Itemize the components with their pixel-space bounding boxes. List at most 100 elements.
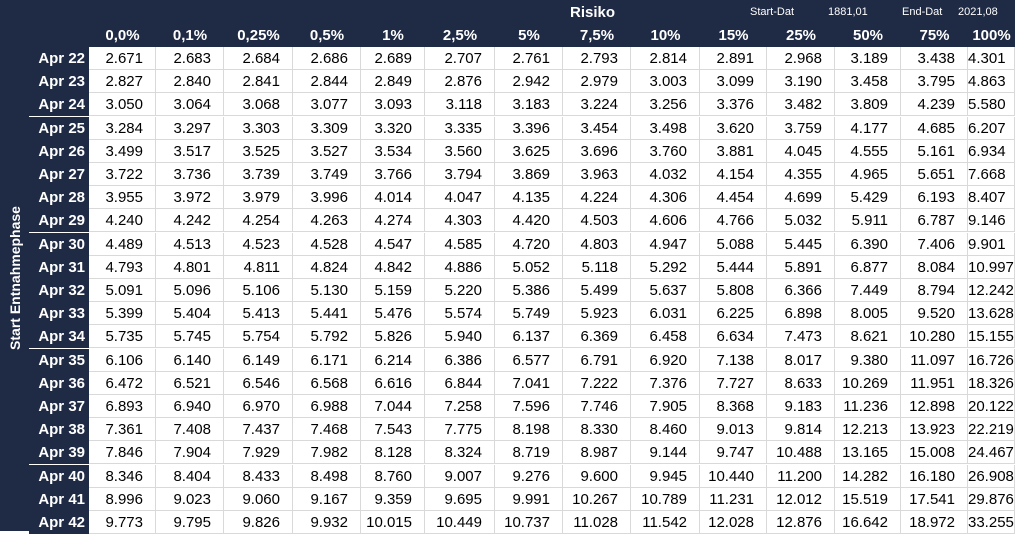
table-cell[interactable]: 10.280 <box>901 325 968 349</box>
table-cell[interactable]: 4.263 <box>293 209 361 233</box>
table-cell[interactable]: 4.177 <box>835 116 901 140</box>
table-cell[interactable]: 6.920 <box>631 348 700 372</box>
table-cell[interactable]: 12.242 <box>968 279 1015 302</box>
table-cell[interactable]: 9.901 <box>968 232 1015 256</box>
table-cell[interactable]: 3.527 <box>293 139 361 163</box>
table-cell[interactable]: 6.214 <box>361 348 425 372</box>
table-cell[interactable]: 4.303 <box>425 209 495 233</box>
table-cell[interactable]: 8.760 <box>361 464 425 488</box>
table-cell[interactable]: 3.766 <box>361 163 425 186</box>
table-cell[interactable]: 5.651 <box>901 163 968 186</box>
table-cell[interactable]: 8.198 <box>495 418 563 442</box>
table-cell[interactable]: 4.032 <box>631 163 700 186</box>
table-cell[interactable]: 3.396 <box>495 116 563 140</box>
table-cell[interactable]: 11.951 <box>901 371 968 395</box>
table-cell[interactable]: 6.934 <box>968 139 1015 163</box>
table-cell[interactable]: 7.468 <box>293 418 361 442</box>
table-cell[interactable]: 6.791 <box>563 348 631 372</box>
table-cell[interactable]: 6.149 <box>224 348 293 372</box>
table-cell[interactable]: 2.891 <box>700 47 767 70</box>
table-cell[interactable]: 8.996 <box>89 487 156 511</box>
table-cell[interactable]: 3.499 <box>89 139 156 163</box>
table-cell[interactable]: 4.842 <box>361 255 425 279</box>
table-cell[interactable]: 8.407 <box>968 186 1015 210</box>
table-cell[interactable]: 6.577 <box>495 348 563 372</box>
table-cell[interactable]: 6.225 <box>700 302 767 326</box>
table-cell[interactable]: 4.699 <box>767 186 835 210</box>
table-cell[interactable]: 5.476 <box>361 302 425 326</box>
table-cell[interactable]: 4.766 <box>700 209 767 233</box>
table-cell[interactable]: 2.707 <box>425 47 495 70</box>
table-cell[interactable]: 3.955 <box>89 186 156 210</box>
table-cell[interactable]: 4.720 <box>495 232 563 256</box>
table-cell[interactable]: 3.189 <box>835 47 901 70</box>
table-cell[interactable]: 3.795 <box>901 70 968 94</box>
table-cell[interactable]: 3.996 <box>293 186 361 210</box>
table-cell[interactable]: 4.513 <box>156 232 224 256</box>
table-cell[interactable]: 6.369 <box>563 325 631 349</box>
table-cell[interactable]: 3.093 <box>361 93 425 117</box>
table-cell[interactable]: 7.905 <box>631 395 700 418</box>
table-cell[interactable]: 7.596 <box>495 395 563 418</box>
table-cell[interactable]: 3.190 <box>767 70 835 94</box>
table-cell[interactable]: 29.876 <box>968 487 1015 511</box>
table-cell[interactable]: 3.482 <box>767 93 835 117</box>
table-cell[interactable]: 6.844 <box>425 371 495 395</box>
table-cell[interactable]: 9.007 <box>425 464 495 488</box>
table-cell[interactable]: 2.844 <box>293 70 361 94</box>
table-cell[interactable]: 8.719 <box>495 441 563 465</box>
table-cell[interactable]: 5.220 <box>425 279 495 302</box>
table-cell[interactable]: 7.376 <box>631 371 700 395</box>
table-cell[interactable]: 11.200 <box>767 464 835 488</box>
table-cell[interactable]: 9.144 <box>631 441 700 465</box>
table-cell[interactable]: 3.881 <box>700 139 767 163</box>
table-cell[interactable]: 3.525 <box>224 139 293 163</box>
table-cell[interactable]: 3.284 <box>89 116 156 140</box>
table-cell[interactable]: 3.560 <box>425 139 495 163</box>
table-cell[interactable]: 8.621 <box>835 325 901 349</box>
table-cell[interactable]: 4.274 <box>361 209 425 233</box>
table-cell[interactable]: 3.979 <box>224 186 293 210</box>
table-cell[interactable]: 8.368 <box>700 395 767 418</box>
table-cell[interactable]: 9.146 <box>968 209 1015 233</box>
table-cell[interactable]: 3.068 <box>224 93 293 117</box>
table-cell[interactable]: 7.138 <box>700 348 767 372</box>
table-cell[interactable]: 13.923 <box>901 418 968 442</box>
table-cell[interactable]: 4.555 <box>835 139 901 163</box>
table-cell[interactable]: 3.099 <box>700 70 767 94</box>
table-cell[interactable]: 7.846 <box>89 441 156 465</box>
table-cell[interactable]: 6.988 <box>293 395 361 418</box>
table-cell[interactable]: 3.050 <box>89 93 156 117</box>
table-cell[interactable]: 9.945 <box>631 464 700 488</box>
table-cell[interactable]: 7.361 <box>89 418 156 442</box>
table-cell[interactable]: 7.668 <box>968 163 1015 186</box>
table-cell[interactable]: 4.014 <box>361 186 425 210</box>
table-cell[interactable]: 4.489 <box>89 232 156 256</box>
table-cell[interactable]: 10.789 <box>631 487 700 511</box>
table-cell[interactable]: 8.794 <box>901 279 968 302</box>
table-cell[interactable]: 5.891 <box>767 255 835 279</box>
table-cell[interactable]: 2.793 <box>563 47 631 70</box>
table-cell[interactable]: 5.445 <box>767 232 835 256</box>
table-cell[interactable]: 3.454 <box>563 116 631 140</box>
table-cell[interactable]: 15.155 <box>968 325 1015 349</box>
table-cell[interactable]: 9.183 <box>767 395 835 418</box>
table-cell[interactable]: 2.684 <box>224 47 293 70</box>
table-cell[interactable]: 3.749 <box>293 163 361 186</box>
table-cell[interactable]: 8.330 <box>563 418 631 442</box>
table-cell[interactable]: 24.467 <box>968 441 1015 465</box>
table-cell[interactable]: 2.840 <box>156 70 224 94</box>
table-cell[interactable]: 8.498 <box>293 464 361 488</box>
table-cell[interactable]: 3.118 <box>425 93 495 117</box>
table-cell[interactable]: 5.096 <box>156 279 224 302</box>
table-cell[interactable]: 4.803 <box>563 232 631 256</box>
table-cell[interactable]: 3.869 <box>495 163 563 186</box>
table-cell[interactable]: 12.898 <box>901 395 968 418</box>
table-cell[interactable]: 4.547 <box>361 232 425 256</box>
table-cell[interactable]: 8.460 <box>631 418 700 442</box>
table-cell[interactable]: 3.534 <box>361 139 425 163</box>
table-cell[interactable]: 9.380 <box>835 348 901 372</box>
table-cell[interactable]: 6.472 <box>89 371 156 395</box>
table-cell[interactable]: 8.433 <box>224 464 293 488</box>
table-cell[interactable]: 2.814 <box>631 47 700 70</box>
